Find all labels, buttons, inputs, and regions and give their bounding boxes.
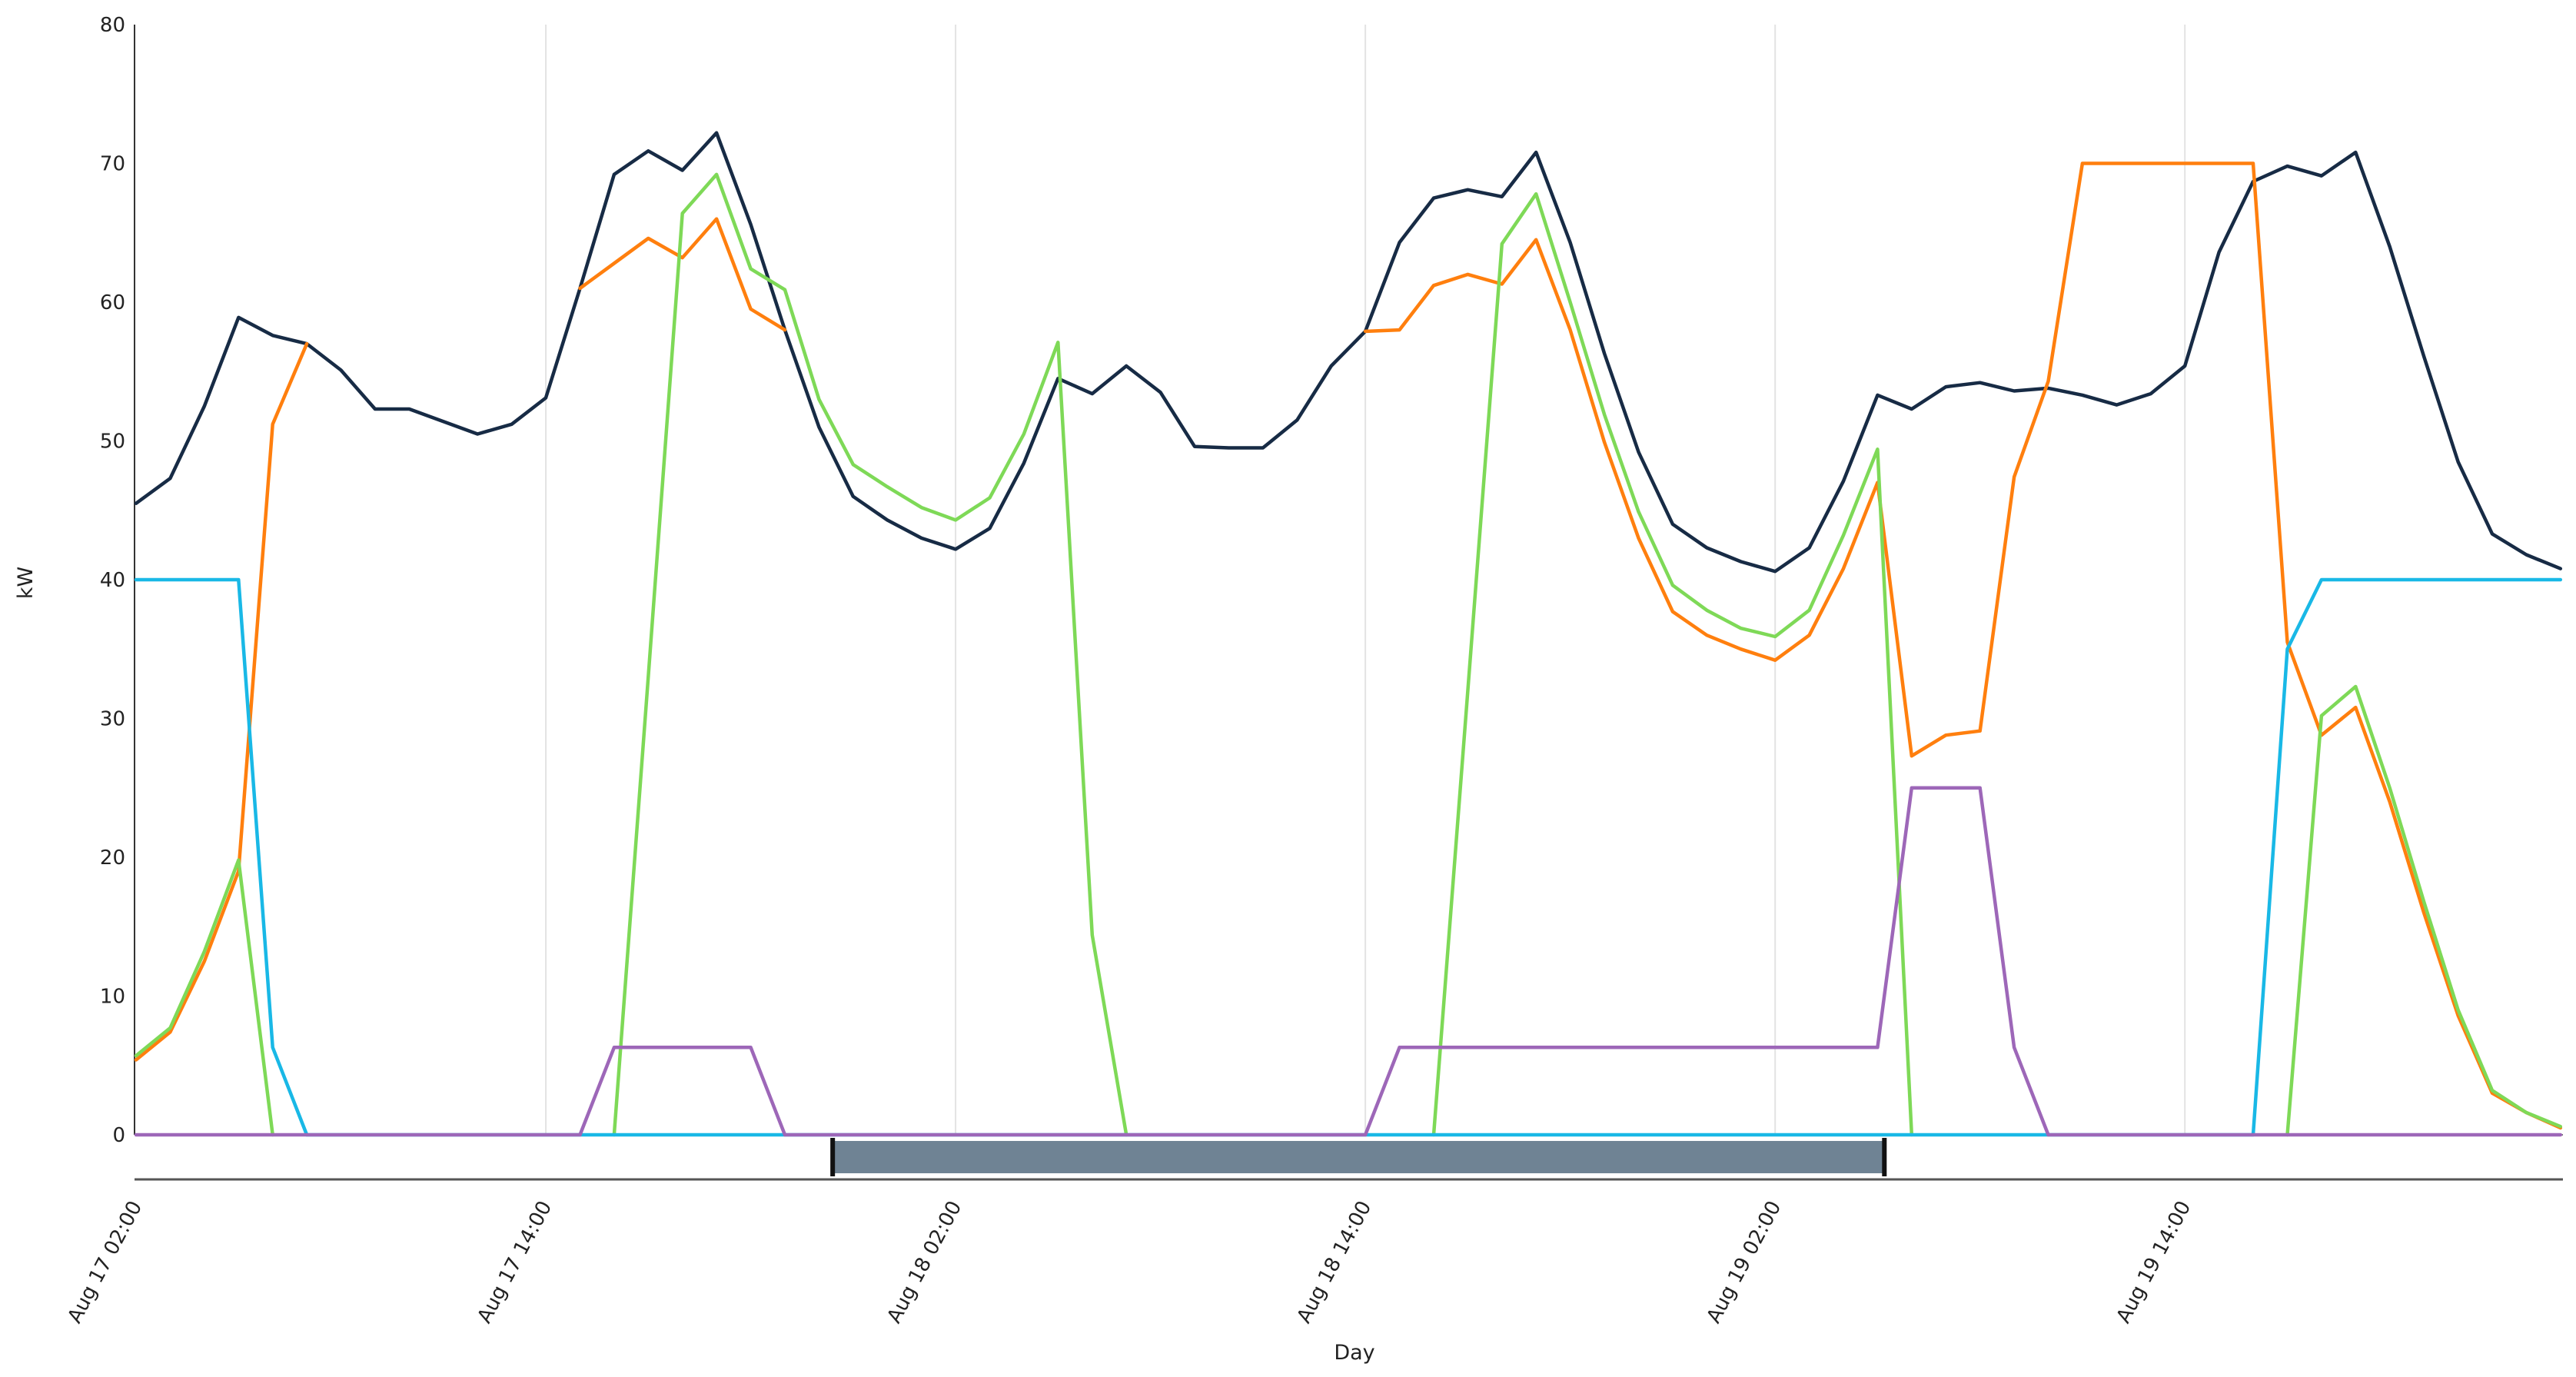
series-line	[1431, 191, 1914, 1137]
x-tick-label: Aug 18 02:00	[882, 1197, 966, 1327]
series-lines	[134, 131, 2563, 1137]
series-line	[134, 786, 2563, 1137]
x-tick-label: Aug 19 02:00	[1703, 1197, 1787, 1327]
brush-range[interactable]	[833, 1141, 1885, 1173]
y-tick-label: 20	[100, 846, 125, 870]
y-tick-label: 0	[112, 1124, 125, 1147]
y-tick-label: 60	[100, 291, 125, 314]
y-axis-title: kW	[14, 567, 38, 599]
x-axis-title: Day	[1334, 1341, 1374, 1365]
series-line	[134, 131, 2563, 574]
y-tick-label: 50	[100, 431, 125, 454]
series-1	[134, 161, 2563, 1130]
y-tick-label: 40	[100, 569, 125, 592]
brush-handle-right[interactable]	[1882, 1138, 1887, 1176]
series-line	[134, 577, 2563, 1137]
series-4	[134, 786, 2563, 1137]
series-line	[1363, 161, 2563, 1130]
x-tick-label: Aug 17 02:00	[63, 1197, 147, 1327]
y-tick-label: 10	[100, 986, 125, 1009]
y-tick-label: 70	[100, 153, 125, 176]
x-tick-label: Aug 19 14:00	[2112, 1197, 2196, 1327]
x-tick-label: Aug 17 14:00	[473, 1197, 557, 1327]
series-2	[134, 172, 2563, 1137]
range-brush[interactable]	[830, 1138, 1887, 1176]
series-line	[612, 172, 1128, 1137]
x-tick-labels: Aug 17 02:00 Aug 17 14:00 Aug 18 02:00 Aug …	[63, 1197, 2195, 1327]
series-3	[134, 577, 2563, 1137]
series-line	[134, 858, 274, 1137]
series-0	[134, 131, 2563, 574]
series-line	[134, 341, 309, 1062]
y-tick-label: 80	[100, 14, 125, 37]
brush-handle-left[interactable]	[830, 1138, 836, 1176]
y-tick-label: 30	[100, 708, 125, 731]
grid-lines	[545, 25, 2186, 1135]
axes	[134, 25, 2563, 1181]
x-tick-label: Aug 18 14:00	[1293, 1197, 1377, 1327]
series-line	[2285, 684, 2563, 1137]
series-line	[578, 217, 787, 332]
y-tick-labels: 0 10 20 30 40 50 60 70 80	[100, 14, 125, 1147]
